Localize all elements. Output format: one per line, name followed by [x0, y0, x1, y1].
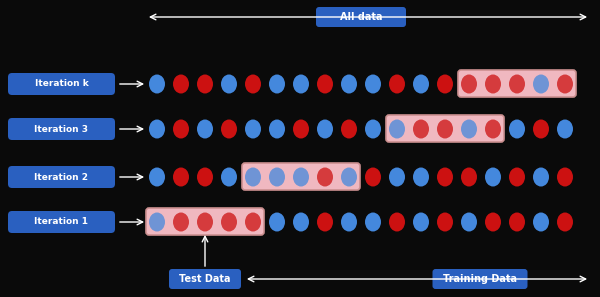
Ellipse shape — [341, 75, 357, 94]
Ellipse shape — [557, 75, 573, 94]
Ellipse shape — [221, 168, 237, 187]
Ellipse shape — [557, 212, 573, 231]
Ellipse shape — [413, 119, 429, 138]
Ellipse shape — [149, 119, 165, 138]
Ellipse shape — [197, 168, 213, 187]
Ellipse shape — [293, 212, 309, 231]
Text: Iteration 2: Iteration 2 — [35, 173, 89, 181]
FancyBboxPatch shape — [8, 166, 115, 188]
Ellipse shape — [485, 119, 501, 138]
Ellipse shape — [269, 168, 285, 187]
Ellipse shape — [461, 212, 477, 231]
Text: All data: All data — [340, 12, 382, 22]
Ellipse shape — [149, 168, 165, 187]
Ellipse shape — [485, 212, 501, 231]
Ellipse shape — [197, 75, 213, 94]
Ellipse shape — [413, 75, 429, 94]
Ellipse shape — [533, 212, 549, 231]
Ellipse shape — [269, 75, 285, 94]
Ellipse shape — [533, 168, 549, 187]
Ellipse shape — [389, 75, 405, 94]
Text: Iteration 1: Iteration 1 — [35, 217, 89, 227]
Ellipse shape — [269, 212, 285, 231]
Ellipse shape — [413, 212, 429, 231]
Ellipse shape — [437, 212, 453, 231]
Ellipse shape — [365, 75, 381, 94]
Ellipse shape — [173, 168, 189, 187]
Ellipse shape — [485, 75, 501, 94]
Ellipse shape — [221, 212, 237, 231]
FancyBboxPatch shape — [146, 208, 264, 235]
Ellipse shape — [509, 168, 525, 187]
Ellipse shape — [173, 119, 189, 138]
Ellipse shape — [509, 75, 525, 94]
Ellipse shape — [221, 75, 237, 94]
FancyBboxPatch shape — [386, 115, 504, 142]
Ellipse shape — [245, 119, 261, 138]
Ellipse shape — [149, 75, 165, 94]
Ellipse shape — [149, 212, 165, 231]
Ellipse shape — [245, 212, 261, 231]
Ellipse shape — [293, 119, 309, 138]
Ellipse shape — [365, 168, 381, 187]
Ellipse shape — [293, 168, 309, 187]
FancyBboxPatch shape — [8, 118, 115, 140]
Ellipse shape — [173, 75, 189, 94]
Ellipse shape — [317, 75, 333, 94]
Ellipse shape — [269, 119, 285, 138]
Ellipse shape — [389, 168, 405, 187]
Ellipse shape — [461, 75, 477, 94]
Ellipse shape — [413, 168, 429, 187]
FancyBboxPatch shape — [8, 73, 115, 95]
Ellipse shape — [293, 75, 309, 94]
Ellipse shape — [365, 119, 381, 138]
Ellipse shape — [437, 168, 453, 187]
FancyBboxPatch shape — [433, 269, 527, 289]
Ellipse shape — [365, 212, 381, 231]
Ellipse shape — [509, 119, 525, 138]
FancyBboxPatch shape — [316, 7, 406, 27]
Ellipse shape — [389, 212, 405, 231]
FancyBboxPatch shape — [169, 269, 241, 289]
Ellipse shape — [173, 212, 189, 231]
Text: Iteration 3: Iteration 3 — [35, 124, 89, 133]
Ellipse shape — [533, 119, 549, 138]
Ellipse shape — [245, 168, 261, 187]
Ellipse shape — [437, 119, 453, 138]
Text: Test Data: Test Data — [179, 274, 231, 284]
Ellipse shape — [197, 212, 213, 231]
Ellipse shape — [341, 168, 357, 187]
FancyBboxPatch shape — [458, 70, 576, 97]
Text: Iteration k: Iteration k — [35, 80, 88, 89]
Ellipse shape — [341, 212, 357, 231]
Ellipse shape — [485, 168, 501, 187]
Ellipse shape — [509, 212, 525, 231]
Ellipse shape — [557, 168, 573, 187]
Ellipse shape — [245, 75, 261, 94]
FancyBboxPatch shape — [8, 211, 115, 233]
Ellipse shape — [557, 119, 573, 138]
Ellipse shape — [341, 119, 357, 138]
Ellipse shape — [461, 119, 477, 138]
Ellipse shape — [221, 119, 237, 138]
Ellipse shape — [317, 212, 333, 231]
Ellipse shape — [461, 168, 477, 187]
Ellipse shape — [317, 119, 333, 138]
Ellipse shape — [197, 119, 213, 138]
Text: Training Data: Training Data — [443, 274, 517, 284]
Ellipse shape — [437, 75, 453, 94]
FancyBboxPatch shape — [242, 163, 360, 190]
Ellipse shape — [533, 75, 549, 94]
Ellipse shape — [317, 168, 333, 187]
Ellipse shape — [389, 119, 405, 138]
